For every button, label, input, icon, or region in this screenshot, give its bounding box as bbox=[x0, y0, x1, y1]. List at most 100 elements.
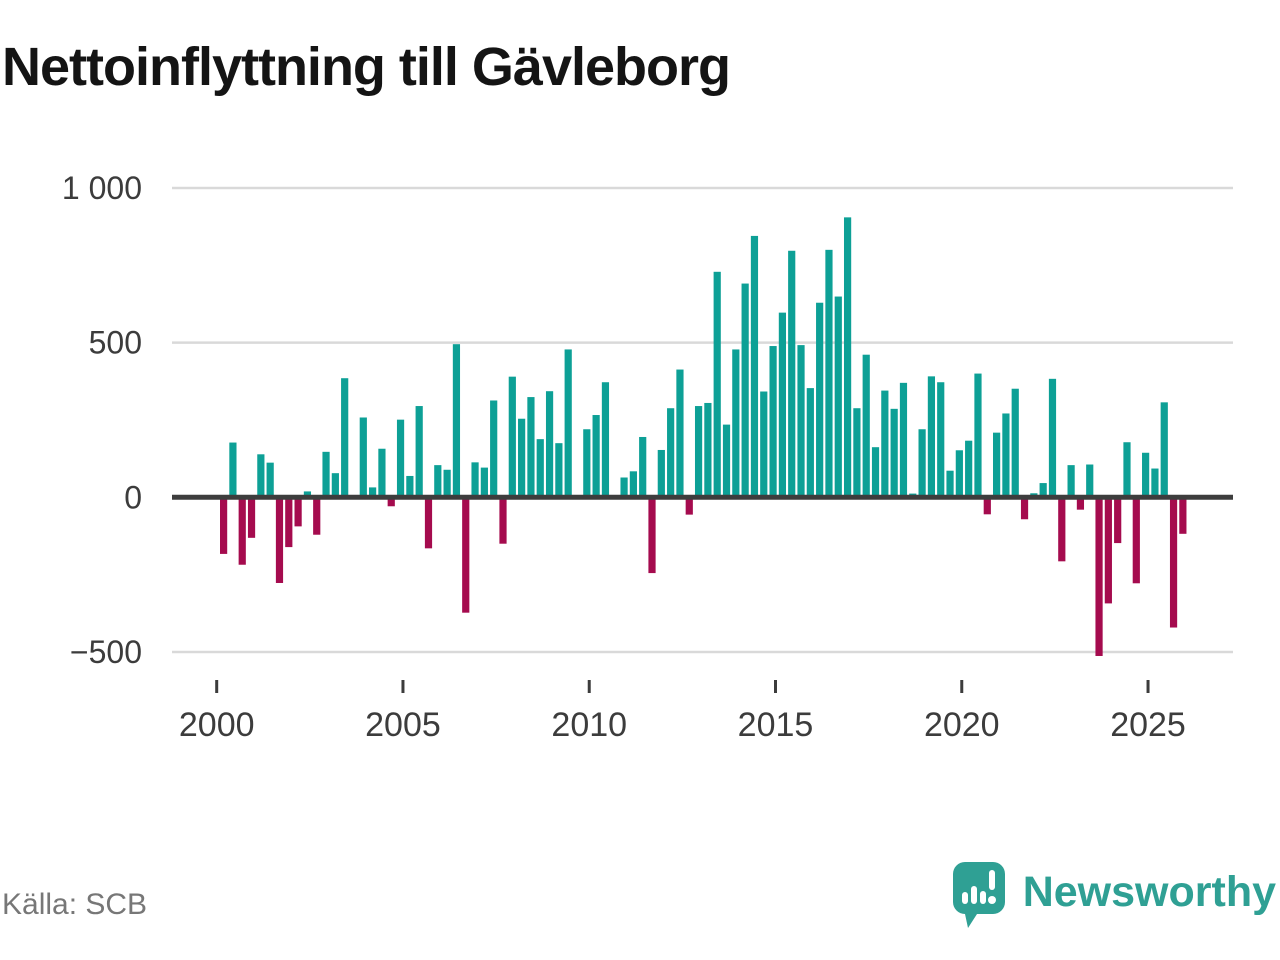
bar-2000-Q1 bbox=[220, 497, 228, 554]
bar-2007-Q1 bbox=[480, 467, 488, 498]
y-axis-label: −500 bbox=[70, 634, 142, 670]
bar-2003-Q2 bbox=[341, 378, 349, 498]
bar-2018-Q4 bbox=[918, 429, 926, 498]
bar-2019-Q2 bbox=[937, 382, 945, 498]
bar-2006-Q4 bbox=[471, 462, 479, 498]
bar-2015-Q3 bbox=[797, 345, 805, 498]
bar-2017-Q4 bbox=[881, 390, 889, 498]
bar-2023-Q3 bbox=[1095, 497, 1103, 656]
bar-2010-Q4 bbox=[620, 477, 628, 498]
bar-2001-Q4 bbox=[285, 497, 293, 548]
bar-2019-Q1 bbox=[927, 376, 936, 498]
bar-2015-Q4 bbox=[806, 388, 814, 498]
bar-2019-Q3 bbox=[946, 470, 954, 498]
bar-2004-Q2 bbox=[378, 448, 386, 498]
bar-2010-Q2 bbox=[601, 382, 610, 498]
bar-2004-Q4 bbox=[396, 419, 405, 498]
bar-2016-Q3 bbox=[834, 296, 842, 498]
bar-2023-Q4 bbox=[1104, 497, 1112, 604]
x-axis-label: 2020 bbox=[924, 706, 1000, 744]
bar-2011-Q2 bbox=[639, 436, 647, 498]
x-axis-label: 2010 bbox=[551, 706, 627, 744]
bar-2011-Q3 bbox=[648, 497, 656, 574]
bar-2007-Q3 bbox=[499, 497, 507, 544]
bar-2024-Q1 bbox=[1114, 497, 1122, 544]
bar-2022-Q2 bbox=[1048, 378, 1057, 498]
bar-2021-Q3 bbox=[1020, 497, 1029, 520]
bar-2018-Q1 bbox=[890, 408, 898, 498]
bar-2004-Q1 bbox=[369, 487, 377, 498]
bar-2025-Q3 bbox=[1169, 497, 1178, 628]
bar-2002-Q3 bbox=[313, 497, 321, 535]
bar-2004-Q3 bbox=[387, 497, 395, 507]
chart-title: Nettoinflyttning till Gävleborg bbox=[2, 37, 731, 97]
bar-2016-Q1 bbox=[816, 302, 824, 498]
bar-2020-Q2 bbox=[974, 373, 982, 498]
bar-2008-Q3 bbox=[536, 439, 544, 498]
bar-2002-Q4 bbox=[322, 451, 330, 498]
newsworthy-logo: Newsworthy bbox=[951, 860, 1276, 932]
bar-2009-Q4 bbox=[583, 429, 591, 498]
bar-2008-Q1 bbox=[518, 418, 526, 498]
newsworthy-logo-text: Newsworthy bbox=[1022, 868, 1276, 916]
bar-2018-Q2 bbox=[899, 382, 908, 498]
bar-2012-Q2 bbox=[676, 369, 684, 498]
x-axis-label: 2000 bbox=[179, 706, 255, 744]
source-label: Källa: SCB bbox=[2, 888, 148, 921]
bar-2003-Q1 bbox=[331, 473, 339, 498]
bar-2025-Q4 bbox=[1179, 497, 1187, 534]
bar-2023-Q1 bbox=[1076, 497, 1085, 510]
bar-2022-Q4 bbox=[1067, 465, 1075, 498]
bar-2007-Q2 bbox=[490, 400, 498, 498]
bar-2025-Q2 bbox=[1160, 402, 1168, 498]
bar-2001-Q2 bbox=[266, 462, 274, 498]
bar-2005-Q4 bbox=[434, 465, 442, 498]
bar-2016-Q2 bbox=[825, 249, 833, 498]
bar-2017-Q3 bbox=[871, 447, 880, 498]
bar-2014-Q4 bbox=[769, 346, 777, 498]
bar-2015-Q1 bbox=[778, 312, 786, 498]
bar-2023-Q2 bbox=[1086, 464, 1094, 498]
bar-2006-Q3 bbox=[462, 497, 470, 613]
bar-2007-Q4 bbox=[508, 376, 516, 498]
bar-2016-Q4 bbox=[843, 217, 852, 498]
bar-2014-Q1 bbox=[741, 283, 749, 498]
bar-2020-Q1 bbox=[965, 440, 973, 498]
bar-2015-Q2 bbox=[788, 250, 796, 498]
y-axis-label: 500 bbox=[89, 325, 142, 361]
bar-2006-Q1 bbox=[443, 469, 451, 498]
bar-2005-Q3 bbox=[424, 497, 433, 549]
bar-2021-Q1 bbox=[1002, 413, 1010, 498]
x-axis-label: 2025 bbox=[1110, 706, 1186, 744]
bar-2002-Q2 bbox=[303, 491, 312, 498]
bar-2013-Q3 bbox=[722, 424, 731, 498]
y-axis-label: 1 000 bbox=[62, 170, 142, 206]
bar-2008-Q2 bbox=[527, 397, 535, 498]
bar-2024-Q3 bbox=[1132, 497, 1140, 584]
bar-2009-Q2 bbox=[564, 349, 572, 498]
bar-2013-Q2 bbox=[713, 271, 721, 498]
x-axis-label: 2015 bbox=[738, 706, 814, 744]
bar-2005-Q1 bbox=[406, 475, 414, 498]
bar-2000-Q2 bbox=[229, 442, 237, 498]
bar-2010-Q1 bbox=[592, 415, 600, 498]
bar-2001-Q3 bbox=[275, 497, 284, 583]
bar-2012-Q3 bbox=[685, 497, 693, 515]
bar-2013-Q4 bbox=[732, 349, 740, 498]
bar-2024-Q2 bbox=[1123, 442, 1131, 498]
bar-2017-Q1 bbox=[853, 408, 861, 498]
bar-2003-Q4 bbox=[359, 417, 367, 498]
bar-2000-Q3 bbox=[238, 497, 246, 565]
bar-2013-Q1 bbox=[704, 402, 712, 498]
bar-2025-Q1 bbox=[1151, 468, 1159, 498]
bar-2012-Q1 bbox=[667, 408, 675, 498]
bar-2005-Q2 bbox=[415, 406, 423, 498]
bar-2000-Q4 bbox=[247, 497, 256, 538]
bar-2001-Q1 bbox=[257, 454, 265, 498]
bar-2014-Q3 bbox=[760, 391, 768, 498]
bar-2017-Q2 bbox=[862, 354, 870, 498]
bar-2020-Q4 bbox=[993, 432, 1001, 498]
bar-2020-Q3 bbox=[983, 497, 991, 515]
bar-2022-Q1 bbox=[1039, 483, 1047, 498]
